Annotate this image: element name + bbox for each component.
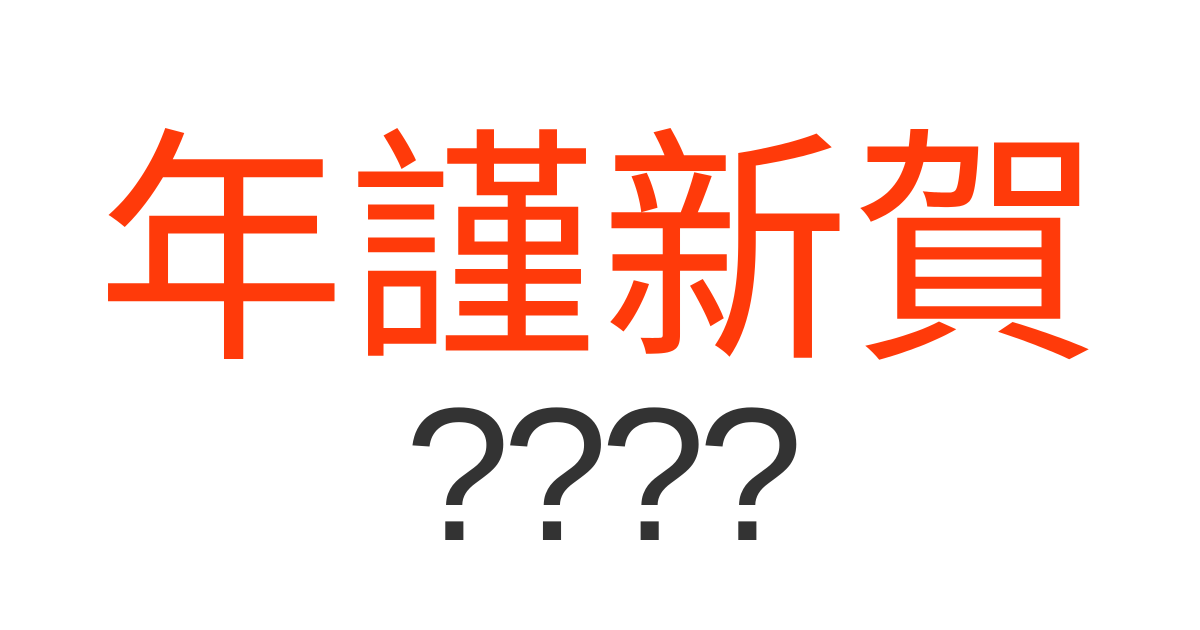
question-marks-text: ???? [404, 369, 804, 581]
new-year-greeting-heading: 年謹新賀 [96, 107, 1104, 398]
